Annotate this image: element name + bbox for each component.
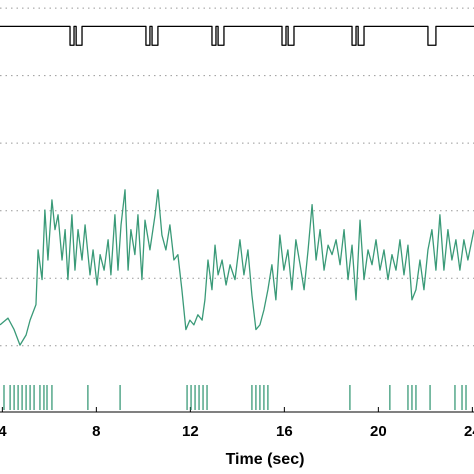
x-tick-label: 8 [92,423,100,440]
x-tick-label: 16 [276,423,293,440]
x-tick-label: 20 [370,423,387,440]
series-line [0,189,474,346]
x-tick-label: 4 [0,423,7,440]
x-tick-label: 12 [182,423,199,440]
x-tick-label: 24 [464,423,474,440]
series-line [0,25,474,46]
x-axis-label: Time (sec) [226,451,305,468]
